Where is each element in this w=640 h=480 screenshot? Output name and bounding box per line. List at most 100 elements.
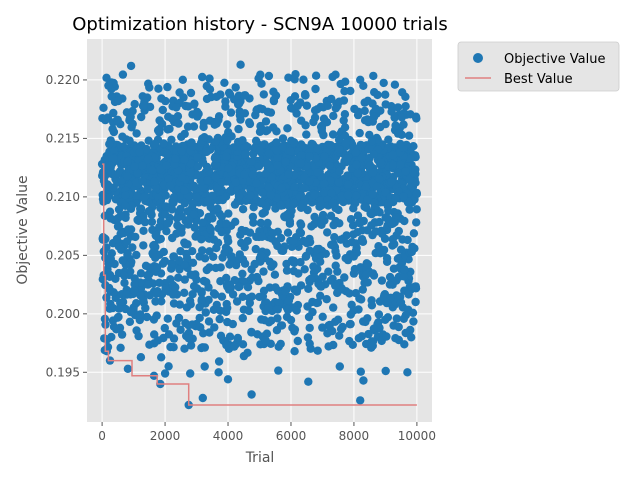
objective-value-point [405,205,414,214]
objective-value-point [152,263,162,272]
objective-value-point [346,310,355,319]
objective-value-point [311,71,321,80]
objective-value-point [349,252,358,261]
objective-value-point [117,245,126,254]
y-tick-label: 0.205 [46,248,80,262]
objective-value-point [176,325,185,334]
objective-value-point [356,218,365,227]
objective-value-point [234,124,243,134]
objective-value-point [164,174,173,183]
objective-value-point [216,331,226,340]
objective-value-point [266,190,276,200]
objective-value-point [399,192,408,201]
objective-value-point [205,74,214,83]
objective-value-point [136,353,146,362]
objective-value-point [351,191,361,200]
objective-value-point [171,154,180,163]
objective-value-point [130,162,139,171]
objective-value-point [412,205,421,214]
objective-value-point [251,136,261,145]
objective-value-point [156,164,165,174]
objective-value-point [360,278,369,288]
objective-value-point [368,167,378,177]
objective-value-point [389,160,398,170]
objective-value-point [175,300,184,309]
objective-value-point [271,283,280,292]
objective-value-point [296,158,306,168]
objective-value-point [288,323,297,332]
objective-value-point [348,340,357,349]
objective-value-point [247,327,256,337]
objective-value-point [401,92,410,102]
objective-value-point [160,323,169,333]
objective-value-point [382,257,392,266]
objective-value-point [224,209,233,218]
objective-value-point [103,335,112,344]
objective-value-point [188,320,197,329]
objective-value-point [361,317,370,327]
objective-value-point [277,321,287,330]
objective-value-point [217,178,226,187]
objective-value-point [335,362,344,371]
objective-value-point [122,172,132,181]
objective-value-point [223,120,232,129]
objective-value-point [180,155,189,164]
objective-value-point [407,333,416,342]
objective-value-point [186,159,195,168]
objective-value-point [142,312,152,322]
objective-value-point [143,185,152,194]
objective-value-point [246,185,255,194]
objective-value-point [138,177,147,186]
objective-value-point [213,204,222,213]
objective-value-point [114,205,124,214]
objective-value-point [249,218,258,227]
objective-value-point [153,126,163,135]
objective-value-point [188,258,198,267]
x-tick-label: 10000 [398,429,436,443]
objective-value-point [123,157,132,166]
objective-value-point [273,153,282,162]
objective-value-point [193,162,203,171]
objective-value-point [121,191,130,200]
objective-value-point [251,244,260,254]
objective-value-point [361,270,371,279]
objective-value-point [238,269,247,278]
objective-value-point [137,112,146,122]
objective-value-point [254,276,263,286]
objective-value-point [225,260,234,269]
objective-value-point [132,250,141,260]
objective-value-point [239,351,249,361]
objective-value-point [310,212,319,222]
objective-value-point [296,281,306,290]
objective-value-point [283,124,292,133]
objective-value-point [136,291,145,300]
legend-label-objective-value: Objective Value [504,52,605,67]
objective-value-point [388,150,398,160]
objective-value-point [356,75,365,85]
objective-value-point [223,303,232,313]
objective-value-point [212,154,221,164]
objective-value-point [289,236,298,246]
objective-value-point [231,83,240,92]
objective-value-point [180,186,189,195]
objective-value-point [223,375,233,384]
objective-value-point [277,246,286,255]
objective-value-point [304,377,313,386]
y-tick-label: 0.220 [46,73,80,87]
objective-value-point [341,254,350,263]
objective-value-point [247,390,256,399]
objective-value-point [230,200,240,209]
objective-value-point [123,250,132,260]
objective-value-point [305,152,314,161]
objective-value-point [125,317,135,326]
objective-value-point [381,100,390,109]
objective-value-point [167,205,177,214]
objective-value-point [392,314,401,323]
objective-value-point [323,228,332,237]
objective-value-point [356,396,365,405]
objective-value-point [238,255,248,264]
objective-value-point [276,200,285,210]
objective-value-point [166,342,175,352]
objective-value-point [336,235,345,244]
